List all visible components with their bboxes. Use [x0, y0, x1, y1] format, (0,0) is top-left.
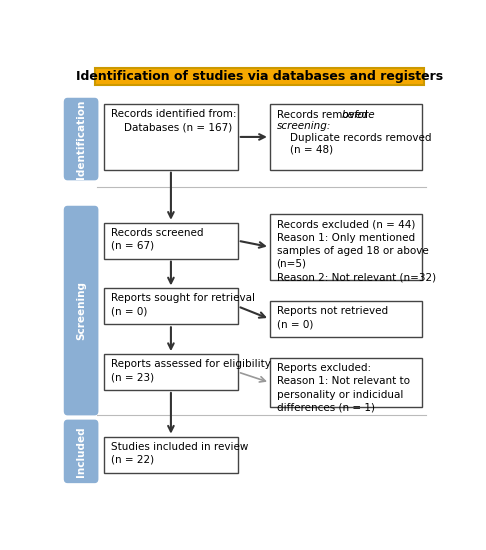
FancyBboxPatch shape	[104, 288, 238, 324]
Text: Reports excluded:
Reason 1: Not relevant to
personality or indicidual
difference: Reports excluded: Reason 1: Not relevant…	[277, 364, 410, 413]
Text: Reports not retrieved
(n = 0): Reports not retrieved (n = 0)	[277, 306, 388, 329]
Text: Reports sought for retrieval
(n = 0): Reports sought for retrieval (n = 0)	[111, 293, 255, 317]
Text: Reports assessed for eligibility
(n = 23): Reports assessed for eligibility (n = 23…	[111, 359, 271, 382]
FancyBboxPatch shape	[95, 68, 424, 85]
Text: Included: Included	[76, 426, 86, 477]
FancyBboxPatch shape	[270, 301, 422, 337]
FancyBboxPatch shape	[104, 437, 238, 472]
Text: (n = 48): (n = 48)	[277, 145, 333, 155]
Text: Records screened
(n = 67): Records screened (n = 67)	[111, 228, 203, 251]
FancyBboxPatch shape	[104, 104, 238, 170]
FancyBboxPatch shape	[64, 98, 98, 180]
Text: Records identified from:
    Databases (n = 167): Records identified from: Databases (n = …	[111, 109, 236, 133]
FancyBboxPatch shape	[104, 354, 238, 390]
FancyBboxPatch shape	[270, 358, 422, 407]
Text: Records removed: Records removed	[277, 109, 371, 119]
Text: Identification: Identification	[76, 100, 86, 179]
FancyBboxPatch shape	[68, 102, 95, 176]
Text: Records excluded (n = 44)
Reason 1: Only mentioned
samples of aged 18 or above
(: Records excluded (n = 44) Reason 1: Only…	[277, 219, 435, 282]
Text: Studies included in review
(n = 22): Studies included in review (n = 22)	[111, 442, 248, 465]
Text: before: before	[342, 109, 376, 119]
FancyBboxPatch shape	[270, 104, 422, 170]
FancyBboxPatch shape	[64, 420, 98, 483]
FancyBboxPatch shape	[64, 206, 98, 415]
FancyBboxPatch shape	[68, 210, 95, 411]
Text: Identification of studies via databases and registers: Identification of studies via databases …	[76, 70, 443, 83]
Text: Duplicate records removed: Duplicate records removed	[277, 133, 431, 143]
FancyBboxPatch shape	[68, 424, 95, 479]
FancyBboxPatch shape	[270, 214, 422, 280]
Text: screening:: screening:	[277, 121, 331, 131]
FancyBboxPatch shape	[104, 223, 238, 258]
Text: Screening: Screening	[76, 281, 86, 340]
